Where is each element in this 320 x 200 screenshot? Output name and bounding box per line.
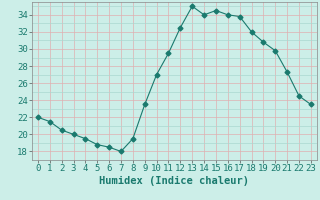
X-axis label: Humidex (Indice chaleur): Humidex (Indice chaleur) (100, 176, 249, 186)
